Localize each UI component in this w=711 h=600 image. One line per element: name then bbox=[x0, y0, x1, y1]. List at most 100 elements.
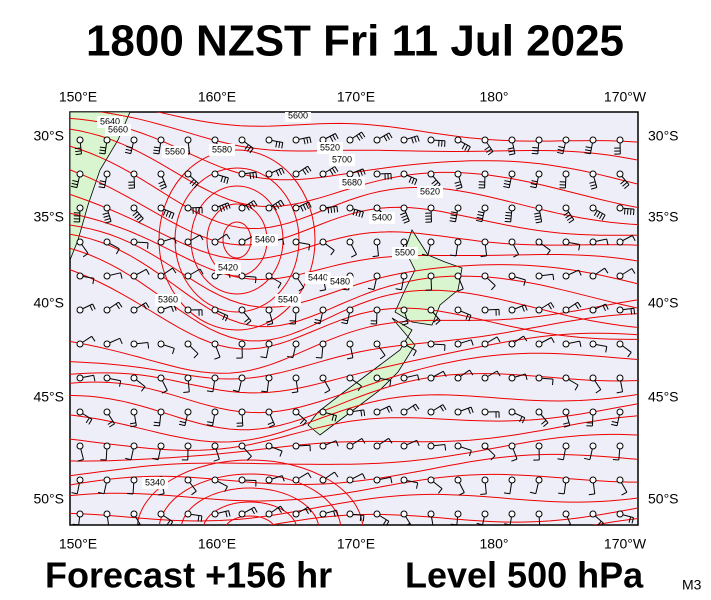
barb-flag bbox=[250, 201, 255, 208]
barb-station bbox=[346, 510, 354, 518]
barb-station bbox=[346, 442, 354, 450]
barb-flag bbox=[222, 314, 226, 321]
barb-flag bbox=[442, 404, 447, 410]
barb-station bbox=[184, 204, 192, 212]
barb-flag bbox=[470, 406, 474, 413]
barb-station bbox=[589, 340, 597, 348]
barb-flag bbox=[255, 172, 258, 179]
barb-flag bbox=[129, 422, 136, 425]
barb-station bbox=[508, 340, 516, 348]
contour bbox=[70, 433, 638, 477]
barb-station bbox=[589, 510, 597, 518]
barb-flag bbox=[88, 419, 93, 425]
barb-flag bbox=[329, 136, 334, 142]
barb-flag bbox=[120, 272, 123, 279]
barb-station bbox=[211, 170, 219, 178]
barb-flag bbox=[535, 218, 542, 221]
barb-station bbox=[211, 136, 219, 144]
barb-station bbox=[76, 510, 84, 518]
barb-flag bbox=[99, 146, 106, 149]
contour-label-bg bbox=[305, 272, 331, 284]
barb-flag bbox=[286, 355, 294, 359]
barb-flag bbox=[450, 254, 457, 257]
barb-flag bbox=[450, 523, 457, 525]
barb-flag bbox=[302, 204, 307, 211]
barb-station bbox=[130, 374, 138, 382]
contour bbox=[70, 224, 638, 308]
barb-flag bbox=[530, 186, 537, 189]
barb-flag bbox=[126, 145, 133, 149]
barb-station bbox=[535, 476, 543, 484]
barb-flag bbox=[224, 315, 229, 322]
contour-label: 5660 bbox=[108, 124, 128, 134]
barb-station bbox=[184, 238, 192, 246]
barb-station bbox=[265, 170, 273, 178]
barb-flag bbox=[550, 302, 555, 308]
barb-station bbox=[292, 408, 300, 416]
barb-flag bbox=[360, 410, 363, 417]
barb-flag bbox=[277, 201, 282, 208]
barb-flag bbox=[388, 438, 393, 444]
barb-station bbox=[427, 340, 435, 348]
barb-flag bbox=[379, 354, 386, 360]
barb-flag bbox=[199, 234, 204, 241]
barb-flag bbox=[82, 252, 89, 258]
barb-flag bbox=[281, 142, 284, 149]
contour bbox=[70, 299, 638, 374]
contour-label: 5640 bbox=[100, 116, 120, 126]
barb-station bbox=[589, 442, 597, 450]
barb-flag bbox=[199, 268, 204, 275]
barb-flag bbox=[335, 440, 339, 447]
barb-station bbox=[373, 170, 381, 178]
barb-flag bbox=[107, 420, 114, 425]
barb-station bbox=[616, 238, 624, 246]
barb-station bbox=[130, 238, 138, 246]
barb-station bbox=[454, 238, 462, 246]
contour-label: 5540 bbox=[278, 294, 298, 304]
barb-flag bbox=[200, 515, 203, 522]
barb-station bbox=[292, 374, 300, 382]
barb-flag bbox=[333, 510, 336, 517]
barb-flag bbox=[334, 415, 337, 422]
barb-station bbox=[76, 272, 84, 280]
barb-station bbox=[130, 306, 138, 314]
barb-station bbox=[616, 136, 624, 144]
barb-flag bbox=[191, 181, 197, 187]
barb-flag bbox=[566, 527, 572, 529]
barb-flag bbox=[359, 515, 362, 522]
barb-flag bbox=[147, 342, 150, 349]
barb-flag bbox=[487, 151, 494, 156]
barb-station bbox=[157, 238, 165, 246]
barb-flag bbox=[291, 391, 298, 394]
barb-flag bbox=[563, 425, 570, 428]
barb-station bbox=[319, 408, 327, 416]
barb-flag bbox=[454, 181, 461, 184]
barb-flag bbox=[597, 520, 602, 525]
lat-label: 35°S bbox=[33, 209, 64, 225]
barb-station bbox=[265, 408, 273, 416]
barb-station bbox=[400, 136, 408, 144]
barb-flag bbox=[207, 421, 214, 424]
barb-flag bbox=[275, 203, 280, 209]
barb-flag bbox=[245, 205, 250, 211]
barb-flag bbox=[504, 217, 512, 220]
barb-flag bbox=[103, 528, 109, 529]
barb-station bbox=[616, 374, 624, 382]
barb-station bbox=[454, 306, 462, 314]
barb-flag bbox=[162, 209, 167, 216]
barb-flag bbox=[438, 488, 443, 494]
barb-flag bbox=[125, 457, 132, 461]
barb-flag bbox=[191, 490, 197, 496]
barb-flag bbox=[604, 267, 609, 274]
barb-station bbox=[427, 476, 435, 484]
contour-label: 5440 bbox=[308, 272, 328, 282]
barb-flag bbox=[119, 338, 123, 344]
barb-flag bbox=[342, 288, 349, 291]
barb-station bbox=[211, 306, 219, 314]
barb-flag bbox=[334, 133, 339, 140]
barb-station bbox=[508, 408, 516, 416]
barb-station bbox=[292, 170, 300, 178]
title: 1800 NZST Fri 11 Jul 2025 bbox=[86, 17, 624, 66]
barb-flag bbox=[135, 523, 140, 525]
barb-flag bbox=[382, 519, 387, 525]
